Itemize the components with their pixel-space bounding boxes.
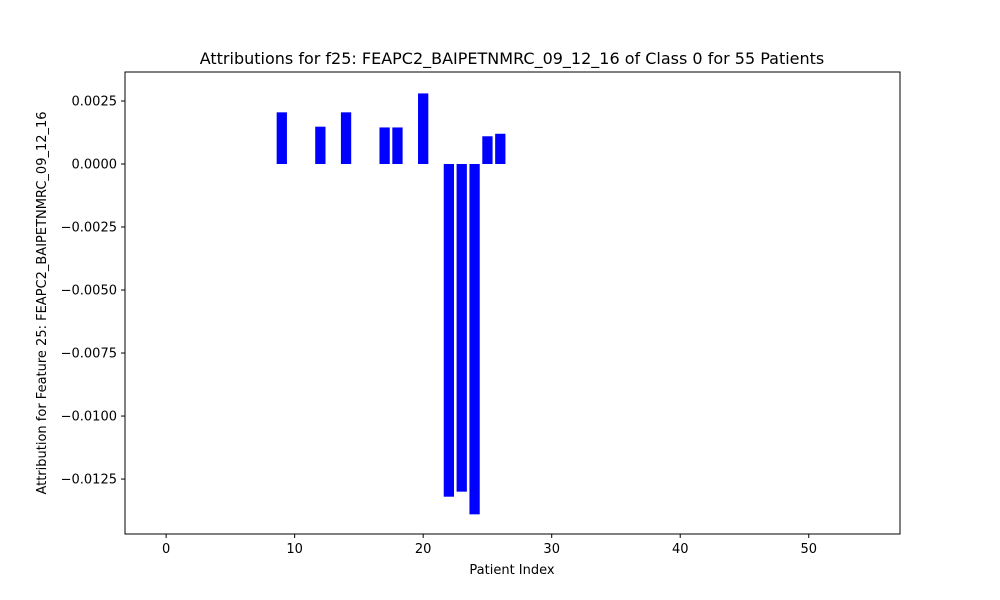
plot-frame: [124, 71, 901, 535]
y-tick-label: −0.0100: [61, 410, 117, 425]
y-axis-ticks: 0.0025 0.0000 −0.0025 −0.0050 −0.0075 −0.0100…: [61, 94, 125, 488]
bar-patient-17: [379, 127, 390, 164]
bar-patient-25: [482, 136, 493, 164]
x-tick-label: 30: [543, 542, 560, 557]
bar-patient-9: [276, 112, 287, 164]
bar-patient-18: [392, 127, 403, 164]
bar-patient-26: [495, 133, 506, 164]
bars-group: [276, 93, 506, 515]
bar-patient-20: [418, 93, 429, 164]
bar-patient-14: [340, 112, 352, 164]
x-tick-label: 40: [672, 542, 689, 557]
y-tick-label: 0.0025: [72, 94, 118, 109]
y-tick-label: −0.0075: [61, 347, 117, 362]
y-tick-label: −0.0125: [61, 473, 117, 488]
x-tick-label: 50: [800, 542, 817, 557]
x-tick-label: 0: [162, 542, 170, 557]
x-axis-ticks: 0 10 20 30 40 50: [162, 534, 817, 557]
y-axis-label: Attribution for Feature 25: FEAPC2_BAIPE…: [35, 111, 50, 494]
chart-title: Attributions for f25: FEAPC2_BAIPETNMRC_…: [200, 49, 825, 69]
bar-patient-23: [456, 163, 467, 492]
bar-patient-24: [469, 163, 480, 515]
y-tick-label: −0.0050: [61, 284, 117, 299]
bar-patient-22: [443, 163, 455, 497]
x-tick-label: 10: [286, 542, 303, 557]
y-tick-label: 0.0000: [72, 157, 118, 172]
y-tick-label: −0.0025: [61, 221, 117, 236]
x-axis-label: Patient Index: [469, 563, 554, 578]
x-tick-label: 20: [415, 542, 432, 557]
bar-patient-12: [315, 126, 326, 164]
